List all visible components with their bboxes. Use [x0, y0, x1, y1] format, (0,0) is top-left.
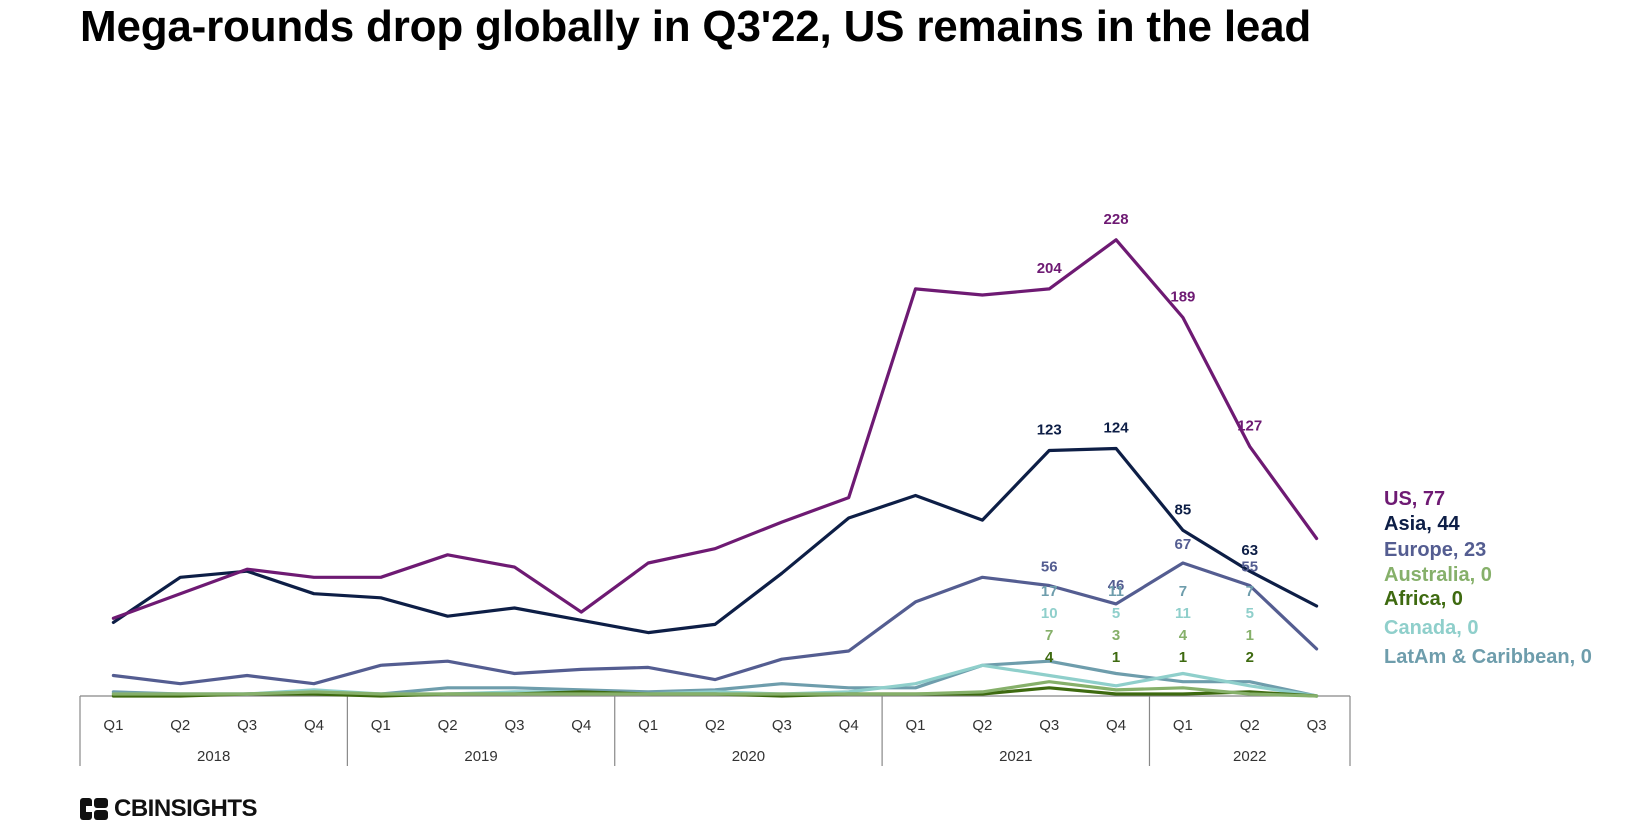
data-label: 1	[1246, 627, 1254, 644]
data-label: 17	[1041, 583, 1058, 600]
series-line-us	[111, 238, 1319, 620]
brand-name: CBINSIGHTS	[114, 795, 258, 822]
end-label-us: US, 77	[1384, 488, 1445, 510]
data-label: 11	[1108, 583, 1124, 600]
end-labels: US, 77 Asia, 44 Europe, 23 Australia, 0Afri…	[1384, 488, 1592, 668]
data-label: 85	[1175, 501, 1192, 518]
data-label: 1	[1179, 649, 1187, 666]
year-label: 2018	[197, 748, 230, 765]
end-label-canada: Canada, 0	[1384, 617, 1478, 639]
quarter-tick-label: Q1	[906, 717, 926, 734]
series-line-australia	[111, 680, 1319, 698]
data-label: 123	[1037, 422, 1062, 439]
year-label: 2020	[732, 748, 765, 765]
cb-insights-logo: CBINSIGHTS	[80, 795, 258, 823]
data-label: 3	[1112, 627, 1120, 644]
quarter-tick-label: Q4	[839, 717, 859, 734]
data-label: 4	[1179, 627, 1188, 644]
data-label: 189	[1170, 289, 1195, 306]
series-line-canada	[111, 663, 1319, 698]
quarter-tick-label: Q2	[438, 717, 458, 734]
end-label-africa: Africa, 0	[1384, 588, 1463, 610]
x-axis: Q1 Q2 Q3 Q4 Q1 Q2 Q3 Q4 Q1 Q2 Q3 Q4 Q1 Q2 Q3 Q4 Q1 Q2 Q3 20…	[79, 695, 1351, 766]
quarter-tick-label: Q3	[1039, 717, 1059, 734]
end-label-europe: Europe, 23	[1384, 539, 1486, 561]
series-line-europe	[111, 561, 1319, 686]
quarter-tick-label: Q3	[504, 717, 524, 734]
data-label: 4	[1045, 649, 1054, 666]
data-label: 204	[1037, 260, 1063, 277]
quarter-tick-label: Q4	[1106, 717, 1126, 734]
end-label-australia: Australia, 0	[1384, 564, 1492, 586]
quarter-tick-label: Q3	[772, 717, 792, 734]
data-label: 7	[1045, 627, 1053, 644]
data-label: 7	[1246, 583, 1254, 600]
quarter-tick-label: Q1	[103, 717, 123, 734]
year-label: 2022	[1233, 748, 1266, 765]
quarter-tick-label: Q1	[638, 717, 658, 734]
quarter-tick-label: Q3	[237, 717, 257, 734]
quarter-tick-label: Q2	[1240, 717, 1260, 734]
quarter-tick-label: Q2	[972, 717, 992, 734]
data-label: 46	[1108, 577, 1125, 594]
data-label: 2	[1246, 649, 1254, 666]
quarter-tick-label: Q1	[1173, 717, 1193, 734]
quarter-tick-label: Q2	[705, 717, 725, 734]
data-label: 1	[1112, 649, 1120, 666]
year-label: 2021	[999, 748, 1032, 765]
quarter-tick-label: Q1	[371, 717, 391, 734]
data-label: 5	[1246, 605, 1254, 622]
data-label: 56	[1041, 559, 1058, 576]
chart-title: Mega-rounds drop globally in Q3'22, US r…	[80, 2, 1312, 51]
data-label: 127	[1237, 417, 1262, 434]
data-label: 7	[1179, 583, 1187, 600]
cb-logo-icon	[80, 798, 108, 820]
data-label: 11	[1175, 605, 1191, 622]
data-label: 10	[1041, 605, 1058, 622]
data-label: 63	[1241, 542, 1258, 559]
series-lines	[111, 238, 1319, 698]
series-line-asia	[111, 446, 1319, 635]
end-label-asia: Asia, 44	[1384, 513, 1460, 535]
year-label: 2019	[464, 748, 497, 765]
data-label: 124	[1104, 419, 1130, 436]
data-label: 5	[1112, 605, 1120, 622]
data-label: 228	[1104, 211, 1129, 228]
data-label: 55	[1241, 559, 1258, 576]
end-label-latam-caribbean: LatAm & Caribbean, 0	[1384, 646, 1592, 668]
quarter-tick-label: Q2	[170, 717, 190, 734]
quarter-tick-label: Q4	[571, 717, 591, 734]
data-label: 67	[1175, 536, 1192, 553]
quarter-tick-label: Q3	[1307, 717, 1327, 734]
quarter-tick-label: Q4	[304, 717, 324, 734]
